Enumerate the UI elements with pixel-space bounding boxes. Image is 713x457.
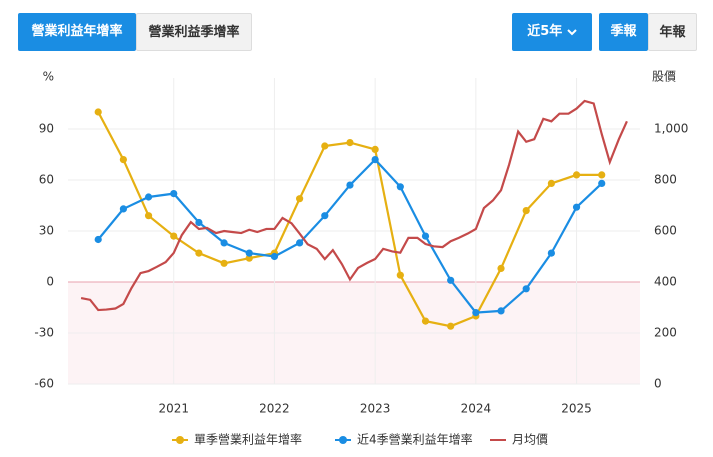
point	[245, 254, 253, 262]
point	[522, 285, 530, 293]
point	[572, 171, 581, 179]
series-line	[97, 158, 603, 314]
chevron-icon	[567, 28, 577, 35]
period-button[interactable]: 季報	[599, 13, 648, 51]
point	[371, 145, 379, 153]
y-tick-label: -60	[34, 377, 54, 391]
y2-tick-label: 200	[654, 326, 677, 340]
point	[497, 264, 505, 272]
point	[346, 181, 354, 189]
y-tick-label: -30	[34, 326, 54, 340]
point	[94, 108, 102, 116]
point	[447, 322, 455, 330]
point	[94, 235, 102, 244]
negative-area	[68, 282, 640, 384]
legend-swatch	[176, 436, 184, 444]
point	[547, 249, 555, 257]
y-tick-label: 0	[46, 275, 54, 289]
x-tick-label: 2024	[461, 402, 492, 416]
point	[170, 232, 178, 240]
y-tick-label: 90	[39, 122, 54, 136]
point	[522, 207, 530, 215]
y2-tick-label: 1,000	[654, 122, 688, 136]
point	[144, 212, 153, 220]
point	[270, 249, 279, 257]
point	[119, 205, 127, 213]
point	[472, 309, 480, 317]
point	[396, 183, 404, 191]
point	[572, 203, 581, 211]
point	[220, 259, 228, 267]
point	[195, 218, 203, 227]
point	[497, 307, 505, 315]
point	[296, 239, 304, 247]
point	[144, 193, 153, 201]
point	[472, 312, 480, 320]
x-tick-label: 2021	[158, 402, 189, 416]
series-line	[80, 99, 628, 312]
x-tick-label: 2025	[561, 402, 592, 416]
y2-tick-label: 400	[654, 275, 677, 289]
point	[346, 139, 354, 147]
y2-tick-label: 0	[654, 377, 662, 391]
point	[447, 276, 455, 284]
point	[547, 179, 555, 187]
point	[195, 249, 203, 257]
y-tick-label: 30	[39, 224, 54, 238]
point	[371, 156, 379, 164]
y2-tick-label: 600	[654, 224, 677, 238]
legend-label: 近4季營業利益年增率	[357, 432, 473, 447]
point	[119, 156, 127, 164]
range-label: 近5年	[527, 24, 563, 39]
point	[296, 195, 304, 203]
y2-axis-label: 股價	[652, 70, 676, 84]
point	[421, 317, 430, 325]
point	[321, 212, 329, 220]
point	[245, 249, 253, 257]
legend-label: 單季營業利益年增率	[194, 432, 302, 447]
series-line	[97, 111, 602, 328]
y-axis-label: %	[43, 70, 54, 84]
legend-label: 月均價	[512, 433, 548, 447]
point	[270, 252, 279, 261]
range-dropdown[interactable]: 近5年	[512, 13, 592, 51]
legend-swatch	[339, 436, 347, 444]
point	[220, 239, 228, 247]
point	[598, 179, 606, 187]
x-tick-label: 2023	[360, 402, 391, 416]
point	[396, 271, 404, 279]
tab[interactable]: 營業利益年增率	[18, 13, 136, 51]
point	[170, 190, 178, 198]
y2-tick-label: 800	[654, 173, 677, 187]
tab[interactable]: 營業利益季增率	[136, 13, 252, 51]
y-tick-label: 60	[39, 173, 54, 187]
period-button[interactable]: 年報	[648, 13, 697, 51]
point	[421, 232, 430, 240]
point	[598, 171, 606, 179]
x-tick-label: 2022	[259, 402, 290, 416]
point	[321, 142, 329, 150]
